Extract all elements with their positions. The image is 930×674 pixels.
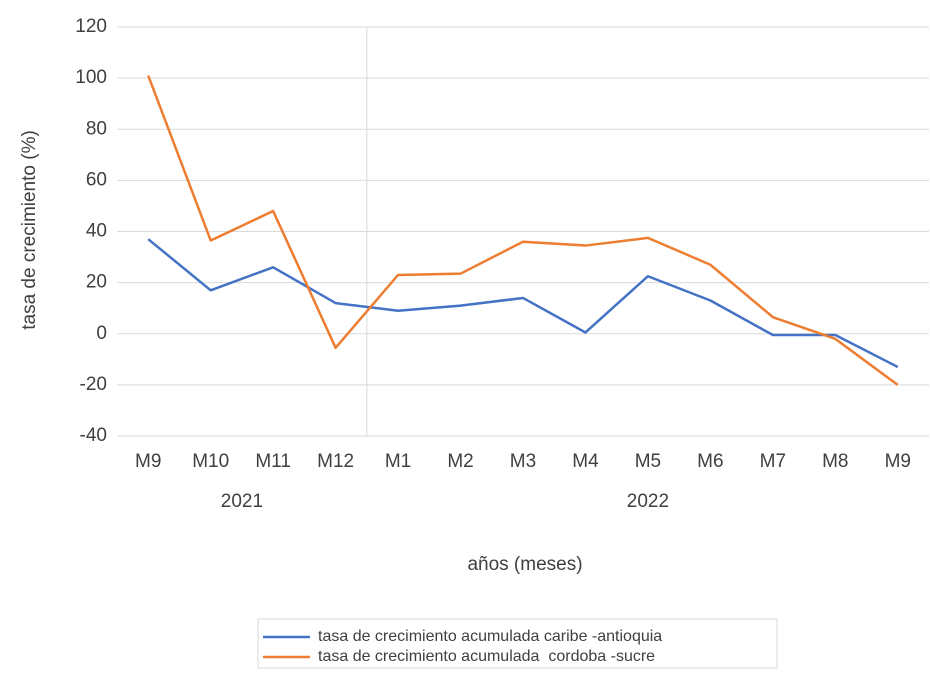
x-tick-label: M9 — [885, 451, 911, 472]
y-tick-label: 60 — [86, 169, 107, 190]
x-tick-label: M7 — [760, 451, 786, 472]
y-tick-label: 80 — [86, 118, 107, 139]
x-tick-label: M2 — [447, 451, 473, 472]
y-tick-label: -20 — [80, 374, 107, 395]
x-group-label: 2022 — [627, 491, 669, 512]
x-tick-label: M9 — [135, 451, 161, 472]
legend-label: tasa de crecimiento acumulada caribe -an… — [318, 628, 662, 645]
y-tick-label: 0 — [96, 323, 107, 344]
y-tick-label: 100 — [75, 67, 107, 88]
x-tick-label: M8 — [822, 451, 848, 472]
x-tick-label: M5 — [635, 451, 661, 472]
y-tick-label: 40 — [86, 221, 107, 242]
y-tick-label: -40 — [80, 425, 107, 446]
x-tick-label: M12 — [317, 451, 354, 472]
series-line — [147, 75, 899, 386]
x-tick-label: M6 — [697, 451, 723, 472]
x-tick-label: M10 — [192, 451, 229, 472]
x-tick-label: M4 — [572, 451, 599, 472]
x-tick-label: M11 — [255, 451, 291, 472]
x-tick-label: M1 — [385, 451, 411, 472]
x-tick-label: M3 — [510, 451, 536, 472]
x-axis-title: años (meses) — [467, 554, 582, 575]
legend-label: tasa de crecimiento acumulada cordoba -s… — [318, 648, 655, 665]
y-tick-label: 120 — [75, 16, 107, 37]
y-axis-title: tasa de crecimiento (%) — [19, 130, 40, 330]
legend-box — [257, 618, 778, 669]
x-group-label: 2021 — [221, 491, 263, 512]
y-tick-label: 20 — [86, 272, 107, 293]
series-line — [147, 238, 899, 369]
